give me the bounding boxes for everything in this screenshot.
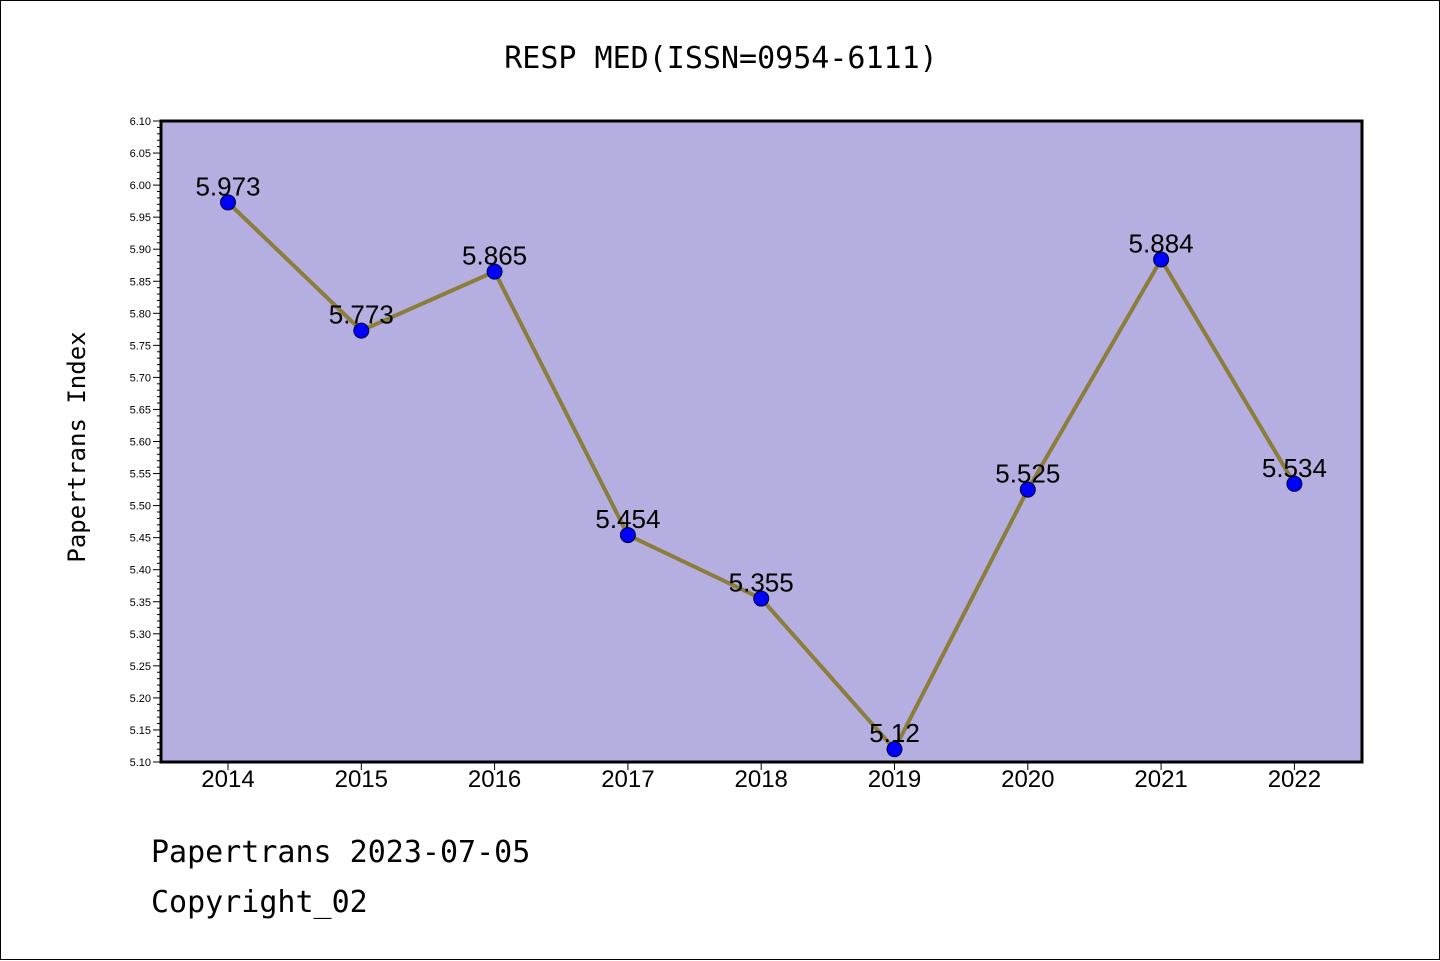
data-labels: 5.973 5.773 5.865 5.454 5.355 5.12 5.525 5.884 5… <box>195 171 1326 748</box>
y-tick-label: 5.45 <box>130 533 151 545</box>
data-point <box>753 590 770 607</box>
data-label: 5.973 <box>195 171 260 201</box>
y-tick-label: 6.05 <box>130 148 151 160</box>
x-tick-label: 2015 <box>335 766 388 793</box>
y-tick-label: 5.75 <box>130 340 151 352</box>
x-tick-label: 2019 <box>868 766 921 793</box>
data-point <box>619 527 636 544</box>
y-tick-label: 5.20 <box>130 693 151 705</box>
data-label: 5.884 <box>1129 228 1194 258</box>
y-tick-label: 5.80 <box>130 308 151 320</box>
x-tick-label: 2017 <box>601 766 654 793</box>
x-tick-label: 2014 <box>201 766 254 793</box>
y-tick-label: 5.15 <box>130 725 151 737</box>
plot-area <box>161 121 1362 762</box>
y-tick-label: 5.25 <box>130 661 151 673</box>
plot-border <box>159 119 1364 764</box>
y-tick-label: 5.35 <box>130 597 151 609</box>
y-tick-label: 5.30 <box>130 629 151 641</box>
y-tick-label: 5.95 <box>130 212 151 224</box>
data-point <box>486 263 503 280</box>
y-tick-label: 6.10 <box>130 116 151 128</box>
data-label: 5.865 <box>462 241 527 271</box>
data-label: 5.355 <box>729 568 794 598</box>
y-tick-label: 5.40 <box>130 565 151 577</box>
x-tick-label: 2018 <box>735 766 788 793</box>
chart-title: RESP MED(ISSN=0954-6111) <box>504 41 937 76</box>
y-tick-label: 5.70 <box>130 372 151 384</box>
data-point <box>886 741 903 758</box>
footer-date-text: Papertrans 2023-07-05 <box>151 835 531 870</box>
data-label: 5.534 <box>1262 453 1327 483</box>
data-point <box>353 322 370 339</box>
y-axis-label: Papertrans Index <box>63 331 91 562</box>
y-tick-label: 5.10 <box>130 757 151 769</box>
x-tick-label: 2016 <box>468 766 521 793</box>
data-label: 5.773 <box>329 300 394 330</box>
footer-copyright-text: Copyright_02 <box>151 885 368 920</box>
data-point <box>1153 251 1170 268</box>
data-label: 5.525 <box>995 459 1060 489</box>
x-tick-label: 2021 <box>1134 766 1187 793</box>
data-point <box>1286 475 1303 492</box>
y-tick-label: 6.00 <box>130 180 151 192</box>
data-point <box>1019 481 1036 498</box>
y-tick-label: 5.50 <box>130 501 151 513</box>
x-tick-label: 2022 <box>1268 766 1321 793</box>
y-tick-label: 5.85 <box>130 276 151 288</box>
y-tick-label: 5.65 <box>130 404 151 416</box>
y-tick-label: 5.55 <box>130 469 151 481</box>
data-points <box>220 194 1303 758</box>
y-tick-label: 5.90 <box>130 244 151 256</box>
x-tick-label: 2020 <box>1001 766 1054 793</box>
data-label: 5.12 <box>869 718 920 748</box>
y-tick-label: 5.60 <box>130 437 151 449</box>
y-axis-ticks: 5.10 5.15 5.20 5.25 5.30 5.35 5.40 5.45 5.50 5.55… <box>130 116 161 769</box>
x-axis-ticks: 2014 2015 2016 2017 2018 2019 2020 2021 2022 <box>201 762 1321 793</box>
data-point <box>220 194 236 211</box>
data-label: 5.454 <box>595 504 660 534</box>
